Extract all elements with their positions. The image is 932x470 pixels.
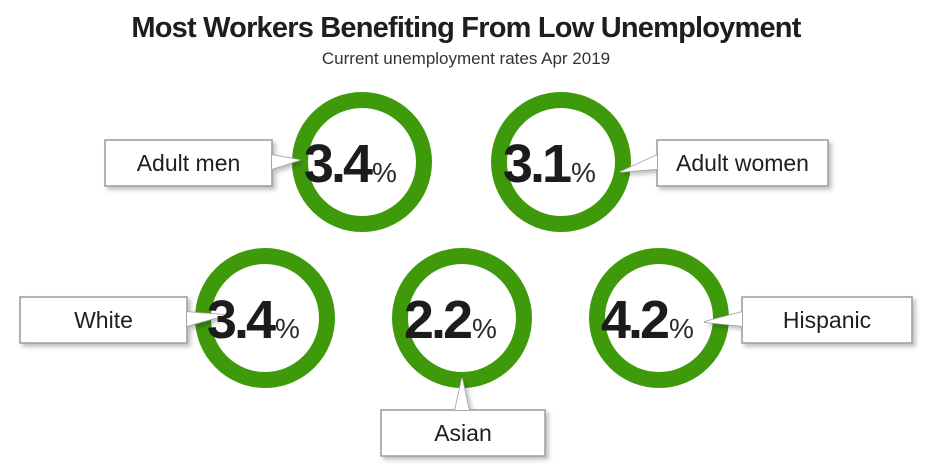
chart-title: Most Workers Benefiting From Low Unemplo… [131, 12, 801, 44]
callout-joint-white [187, 312, 226, 326]
value-label-adult-women: 3.1 [503, 134, 571, 194]
percent-sign-hispanic: % [669, 313, 694, 344]
ring-group-adult-women: Adult women 3.1% [491, 92, 829, 232]
category-label-asian: Asian [434, 420, 492, 446]
value-label-adult-men: 3.4 [304, 134, 373, 194]
percent-sign-asian: % [472, 313, 497, 344]
value-label-asian: 2.2 [404, 290, 471, 350]
category-label-white: White [74, 307, 133, 333]
callout-joint-hispanic [704, 312, 742, 326]
value-label-hispanic: 4.2 [601, 290, 668, 350]
percent-sign-white: % [275, 313, 300, 344]
ring-group-adult-men: Adult men 3.4% [104, 92, 432, 232]
callout-box-white [19, 296, 188, 344]
category-label-hispanic: Hispanic [783, 307, 871, 333]
chart-subtitle: Current unemployment rates Apr 2019 [321, 49, 611, 68]
ring-group-white: White 3.4% [19, 248, 335, 388]
percent-sign-adult-men: % [372, 157, 397, 188]
ring-group-asian: Asian 2.2% [380, 248, 546, 457]
percent-sign-adult-women: % [571, 157, 596, 188]
callout-joint-adult-women [620, 155, 657, 172]
callout-box-adult-men [104, 139, 273, 187]
ring-group-hispanic: Hispanic 4.2% [589, 248, 913, 388]
category-label-adult-men: Adult men [137, 150, 241, 176]
value-label-white: 3.4 [207, 290, 276, 350]
callout-joint-adult-men [272, 155, 300, 169]
callout-box-adult-women [656, 139, 829, 187]
callout-joint-asian [455, 378, 469, 410]
category-label-adult-women: Adult women [676, 150, 809, 176]
callout-box-asian [380, 409, 546, 457]
ring-adult-women [491, 92, 631, 232]
ring-adult-men [292, 92, 432, 232]
